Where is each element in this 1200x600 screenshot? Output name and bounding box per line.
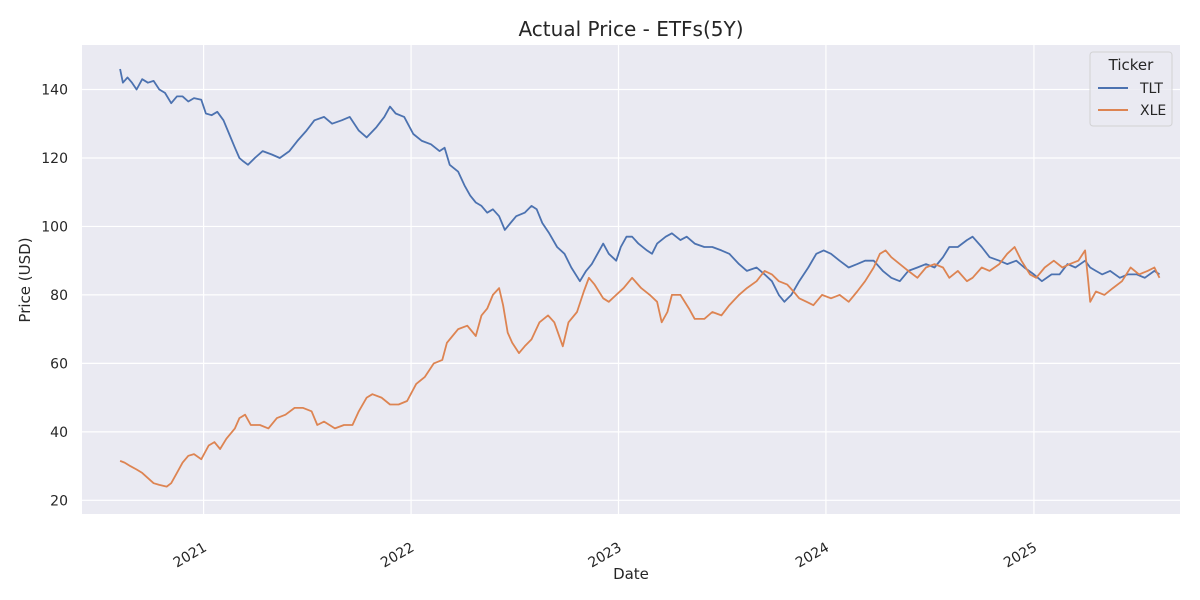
chart-title: Actual Price - ETFs(5Y) <box>518 17 743 41</box>
series-lines <box>119 68 1161 488</box>
y-tick-label: 80 <box>50 288 68 304</box>
x-tick-label: 2022 <box>378 540 417 572</box>
x-tick-label: 2021 <box>171 540 210 572</box>
y-axis-label: Price (USD) <box>16 237 34 322</box>
legend-label-xle: XLE <box>1140 103 1166 119</box>
y-tick-label: 60 <box>50 356 68 372</box>
x-tick-label: 2025 <box>1001 540 1040 572</box>
series-line-xle <box>119 246 1161 488</box>
y-axis-ticks: 20 40 60 80 100 120 140 <box>41 83 68 510</box>
grid-lines <box>82 45 1180 514</box>
y-tick-label: 120 <box>41 151 68 167</box>
x-tick-label: 2024 <box>793 540 832 572</box>
legend-box <box>1089 51 1173 127</box>
legend: Ticker TLT XLE <box>1089 51 1173 127</box>
legend-label-tlt: TLT <box>1139 81 1163 97</box>
x-axis-label: Date <box>613 565 649 583</box>
y-tick-label: 100 <box>41 219 68 235</box>
y-tick-label: 140 <box>41 83 68 99</box>
y-tick-label: 20 <box>50 493 68 509</box>
series-line-tlt <box>119 68 1161 303</box>
x-axis-ticks: 2021 2022 2023 2024 2025 <box>171 540 1040 572</box>
y-tick-label: 40 <box>50 425 68 441</box>
legend-title: Ticker <box>1108 56 1154 74</box>
